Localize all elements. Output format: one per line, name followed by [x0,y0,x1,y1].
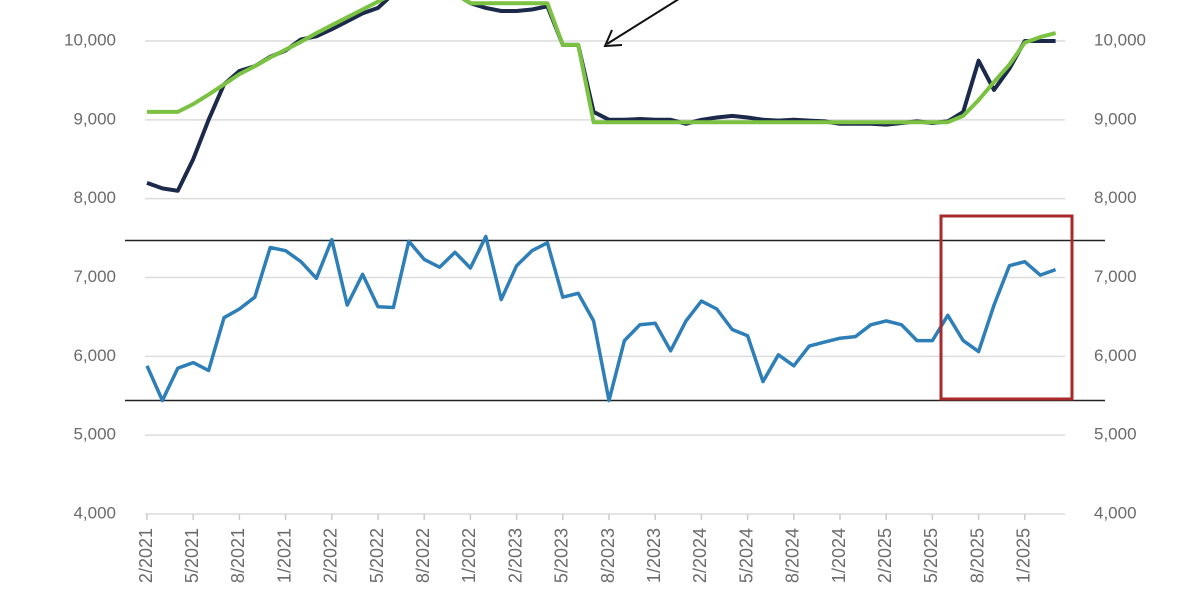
y-tick-label: 9,000 [73,109,116,128]
y-tick-label: 5,000 [73,425,116,444]
x-tick-label: 1/2025 [1014,528,1034,583]
y2-tick-label: 7,000 [1094,267,1137,286]
x-tick-label: 8/2025 [967,528,987,583]
arrow [606,0,680,45]
x-tick-label: 5/2024 [736,528,756,583]
series-line [147,0,1057,125]
y-tick-label: 10,000 [64,30,116,49]
series-line [145,234,1057,403]
x-tick-label: 1/2022 [459,528,479,583]
y-tick-label: 6,000 [73,346,116,365]
y2-tick-label: 10,000 [1094,30,1146,49]
arrow-head [603,29,623,48]
x-tick-label: 5/2023 [552,528,572,583]
y2-tick-label: 4,000 [1094,503,1137,522]
series-line [146,0,1056,193]
x-tick-label: 1/2021 [274,528,294,583]
x-tick-label: 2/2022 [321,528,341,583]
x-tick-label: 5/2022 [367,528,387,583]
x-tick-label: 5/2021 [182,528,202,583]
x-tick-label: 2/2024 [690,528,710,583]
y-tick-label: 8,000 [73,188,116,207]
y-tick-label: 7,000 [73,267,116,286]
y2-tick-label: 8,000 [1094,188,1137,207]
grid [145,40,1065,515]
x-tick-label: 2/2021 [136,528,156,583]
y-tick-label: 4,000 [73,503,116,522]
y2-tick-label: 6,000 [1094,346,1137,365]
x-tick-label: 2/2025 [875,528,895,583]
x-tick-label: 1/2024 [829,528,849,583]
plot [125,0,1105,403]
y2-tick-label: 5,000 [1094,425,1137,444]
y2-tick-label: 9,000 [1094,109,1137,128]
x-tick-label: 1/2023 [644,528,664,583]
x-tick-label: 8/2022 [413,528,433,583]
x-tick-label: 5/2025 [921,528,941,583]
x-tick-label: 8/2024 [783,528,803,583]
x-tick-label: 8/2023 [598,528,618,583]
x-tick-label: 8/2021 [228,528,248,583]
x-tick-label: 2/2023 [505,528,525,583]
highlight-box [939,214,1074,401]
